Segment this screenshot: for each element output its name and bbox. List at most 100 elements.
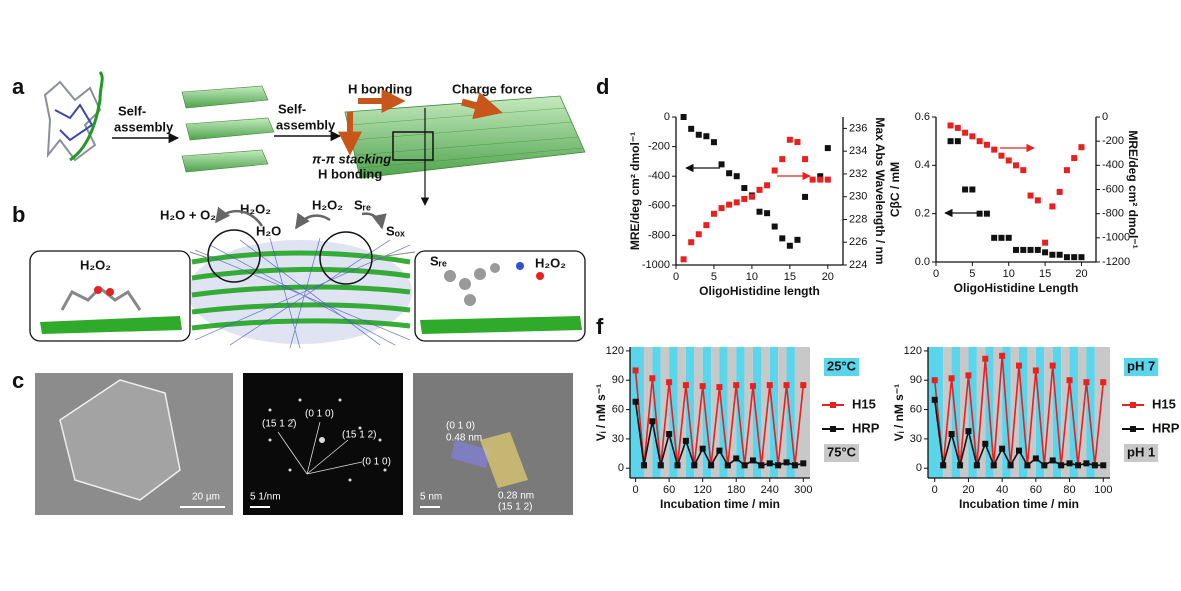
- leader: [189, 251, 209, 259]
- data-point: [1100, 379, 1107, 386]
- x-tick-label: 0: [933, 268, 939, 280]
- data-point: [962, 129, 969, 136]
- data-point: [809, 176, 816, 183]
- data-point: [682, 437, 689, 444]
- force-label: H bonding: [318, 166, 382, 181]
- legend-label: HRP: [852, 420, 880, 435]
- y2-tick-label: 236: [849, 122, 867, 134]
- data-point: [682, 382, 689, 389]
- data-point: [999, 352, 1006, 359]
- data-point: [680, 114, 687, 120]
- y-tick-label: 0: [618, 462, 624, 474]
- data-point: [680, 256, 687, 263]
- force-label: H bonding: [348, 81, 412, 96]
- y-tick-label: -600: [648, 200, 670, 212]
- index-label: (0 1 0): [305, 409, 334, 420]
- data-point: [1078, 144, 1085, 151]
- y2-tick-label: 226: [849, 236, 867, 248]
- legend-swatch: [830, 402, 836, 408]
- data-point: [1049, 362, 1056, 369]
- data-point: [666, 379, 673, 386]
- data-point: [931, 377, 938, 384]
- data-point: [758, 462, 765, 469]
- data-point: [703, 133, 710, 140]
- annotation: pH 7: [1127, 358, 1155, 373]
- y-tick-label: -200: [648, 141, 670, 153]
- y2-tick-label: -600: [1102, 183, 1124, 195]
- data-point: [1032, 367, 1039, 374]
- panel-letter: f: [596, 314, 604, 339]
- arrow-label: assembly: [114, 119, 174, 134]
- background-band: [761, 347, 770, 478]
- background-band: [1061, 347, 1070, 478]
- index-label: (0 1 0): [362, 457, 391, 468]
- data-point: [999, 445, 1006, 452]
- background-band: [685, 347, 695, 478]
- annotation-box: [1124, 358, 1159, 376]
- data-point: [1005, 157, 1012, 164]
- diffraction-spots: [268, 398, 387, 482]
- data-point: [749, 383, 756, 390]
- y-axis-label: CβC / mM: [888, 162, 902, 217]
- data-point: [771, 223, 778, 230]
- data-point: [1083, 379, 1090, 386]
- data-point: [691, 462, 698, 469]
- x-tick-label: 60: [663, 484, 675, 496]
- leader: [371, 251, 416, 259]
- x-tick-label: 0: [673, 271, 679, 283]
- data-point: [1013, 246, 1019, 253]
- data-point: [724, 462, 731, 469]
- data-point: [718, 161, 725, 168]
- data-point: [632, 367, 639, 374]
- y-tick-label: -800: [648, 229, 670, 241]
- data-point: [802, 156, 809, 163]
- scale-label: 5 1/nm: [250, 492, 281, 503]
- data-point: [786, 242, 793, 249]
- background-band: [719, 347, 728, 478]
- y2-axis-label: Max Abs Wavelength / nm: [873, 117, 887, 264]
- x-tick-label: 120: [693, 484, 711, 496]
- data-point: [695, 131, 702, 138]
- data-point: [998, 234, 1005, 241]
- background-band: [677, 347, 686, 478]
- data-point: [957, 462, 964, 469]
- index-lines: [277, 421, 363, 475]
- background-band: [652, 347, 661, 478]
- y2-tick-label: -1000: [1102, 232, 1130, 244]
- y-tick-label: 60: [612, 403, 624, 415]
- data-point: [695, 231, 702, 238]
- data-point: [954, 138, 961, 145]
- panel-letter: c: [12, 368, 24, 393]
- y2-tick-label: -1200: [1102, 256, 1130, 268]
- y2-tick-label: -800: [1102, 208, 1124, 220]
- data-point: [1058, 462, 1065, 469]
- lattice-overlay: [451, 432, 528, 488]
- x-tick-label: 20: [1075, 268, 1087, 280]
- background-band: [1077, 347, 1087, 478]
- panel-c: c 20 µm (0 1 0) (15 1 2̄) (15 1 2) (0 1 …: [12, 368, 573, 515]
- background-band: [736, 347, 745, 478]
- x-tick-label: 10: [1003, 268, 1015, 280]
- arrow-label: assembly: [276, 117, 336, 132]
- data-point: [764, 210, 771, 217]
- y-tick-label: 120: [606, 345, 624, 357]
- reaction-label: H₂O₂: [240, 201, 271, 216]
- data-point: [817, 173, 824, 180]
- y2-axis-label: MRE/deg cm² dmol⁻¹: [1126, 130, 1140, 248]
- y-tick-label: -1000: [642, 259, 670, 271]
- data-point: [666, 431, 673, 438]
- background-band: [660, 347, 670, 478]
- annotation: 25°C: [827, 358, 857, 373]
- y-tick-label: 90: [612, 374, 624, 386]
- data-point: [947, 122, 954, 129]
- arrow-label: Self-: [118, 103, 146, 118]
- data-point: [779, 235, 786, 242]
- x-tick-label: 0: [633, 484, 639, 496]
- background-band: [711, 347, 720, 478]
- data-point: [1063, 254, 1070, 261]
- data-point: [786, 136, 793, 143]
- data-point: [741, 462, 748, 469]
- x-tick-label: 80: [1063, 484, 1075, 496]
- data-point: [824, 176, 831, 183]
